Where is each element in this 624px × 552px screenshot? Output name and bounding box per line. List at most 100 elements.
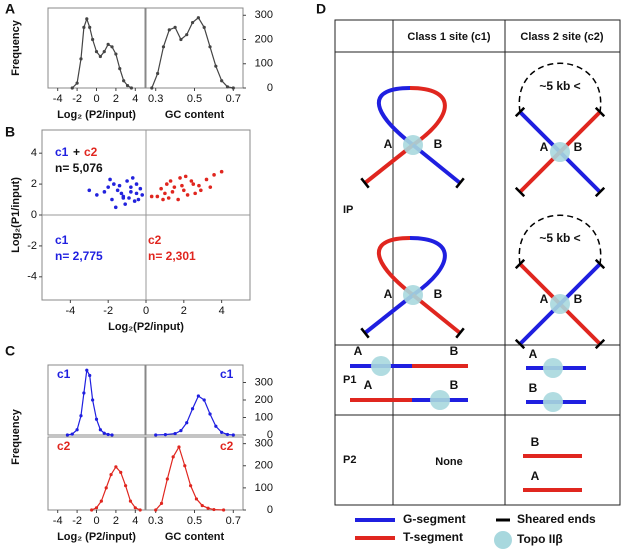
point <box>225 85 230 89</box>
point <box>189 484 193 488</box>
point <box>98 54 102 59</box>
column-header: Class 1 site (c1) <box>407 31 490 43</box>
annotation: c1 <box>55 233 69 247</box>
distance-arc <box>518 62 602 113</box>
x-tick-label: 0 <box>93 515 99 527</box>
sheared-end <box>594 186 606 198</box>
point <box>168 179 173 183</box>
point <box>154 433 158 437</box>
x-tick-label: 0.3 <box>148 93 163 105</box>
point <box>140 193 145 197</box>
point <box>176 197 180 202</box>
x-tick-label: -4 <box>65 305 75 317</box>
point <box>208 45 212 49</box>
point <box>171 455 175 459</box>
point <box>202 398 206 402</box>
point <box>173 432 177 436</box>
histogram-line <box>71 17 132 89</box>
point <box>219 169 224 174</box>
point <box>189 179 194 183</box>
point <box>208 185 213 189</box>
point <box>124 484 128 488</box>
y-tick-label: 100 <box>255 482 273 494</box>
point <box>173 25 177 29</box>
point <box>159 501 164 505</box>
site-label: B <box>574 292 583 306</box>
point <box>109 473 113 477</box>
empty-cell: None <box>435 456 463 468</box>
point <box>138 186 143 191</box>
site-label: A <box>384 287 393 301</box>
point <box>182 188 186 193</box>
plot-frame <box>47 7 146 89</box>
column-header: Class 2 site (c2) <box>520 31 603 43</box>
point <box>129 86 134 90</box>
y-tick-label: 300 <box>255 376 273 388</box>
topo-ii-beta <box>550 294 570 314</box>
panel-label: A <box>5 1 15 17</box>
x-tick-label: -2 <box>103 305 113 317</box>
x-tick-label: -4 <box>53 515 63 527</box>
legend-label: T-segment <box>403 530 463 544</box>
topo-ii-beta <box>550 142 570 162</box>
point <box>113 205 118 210</box>
point <box>82 25 86 29</box>
topo-ii-beta <box>543 392 563 412</box>
sheared-end <box>514 338 526 350</box>
annotation: c2 <box>57 439 71 453</box>
y-tick-label: 100 <box>255 411 273 423</box>
legend-label: Topo IIβ <box>517 532 563 546</box>
x-axis-label: Log₂ (P2/input) <box>57 109 136 121</box>
point <box>138 508 142 512</box>
x-tick-label: 0.7 <box>226 515 241 527</box>
x-tick-label: 0.7 <box>226 93 241 105</box>
x-axis-label: Log₂(P2/input) <box>108 321 184 333</box>
annotation: c2 <box>148 233 162 247</box>
table-frame <box>334 19 621 506</box>
point <box>85 368 89 372</box>
distance-arc <box>518 214 602 265</box>
point <box>161 197 165 202</box>
distance-label: ~5 kb < <box>539 231 580 245</box>
site-label: A <box>540 140 549 154</box>
point <box>154 508 158 512</box>
plot-frame <box>145 7 244 89</box>
annotation: c2 <box>84 145 98 159</box>
point <box>87 188 92 193</box>
point <box>79 414 83 418</box>
site-label: B <box>531 435 540 449</box>
y-tick-label: 300 <box>255 438 273 450</box>
x-tick-label: 2 <box>113 515 119 527</box>
point <box>75 81 79 85</box>
site-label: B <box>450 378 459 392</box>
point <box>104 486 108 490</box>
point <box>110 45 114 49</box>
sheared-end <box>514 258 526 270</box>
point <box>161 45 166 49</box>
y-tick-label: 4 <box>31 147 37 159</box>
point <box>114 465 118 469</box>
x-tick-label: -2 <box>72 515 82 527</box>
point <box>102 50 106 54</box>
histogram-line <box>155 395 234 436</box>
point <box>75 428 79 432</box>
point <box>90 508 94 512</box>
point <box>193 191 197 196</box>
annotation: n= 2,775 <box>55 249 103 263</box>
point <box>159 186 163 191</box>
point <box>94 50 99 54</box>
panel-label: D <box>316 1 326 17</box>
point <box>132 199 137 203</box>
point <box>125 179 129 183</box>
annotation: + <box>73 145 80 159</box>
annotation: n= 2,301 <box>148 249 196 263</box>
point <box>85 17 89 21</box>
x-tick-label: 0 <box>93 93 99 105</box>
point <box>202 25 206 29</box>
point <box>65 433 69 437</box>
point <box>199 188 203 193</box>
point <box>119 191 124 196</box>
topo-ii-beta <box>403 285 423 305</box>
dna-segment <box>363 293 415 335</box>
